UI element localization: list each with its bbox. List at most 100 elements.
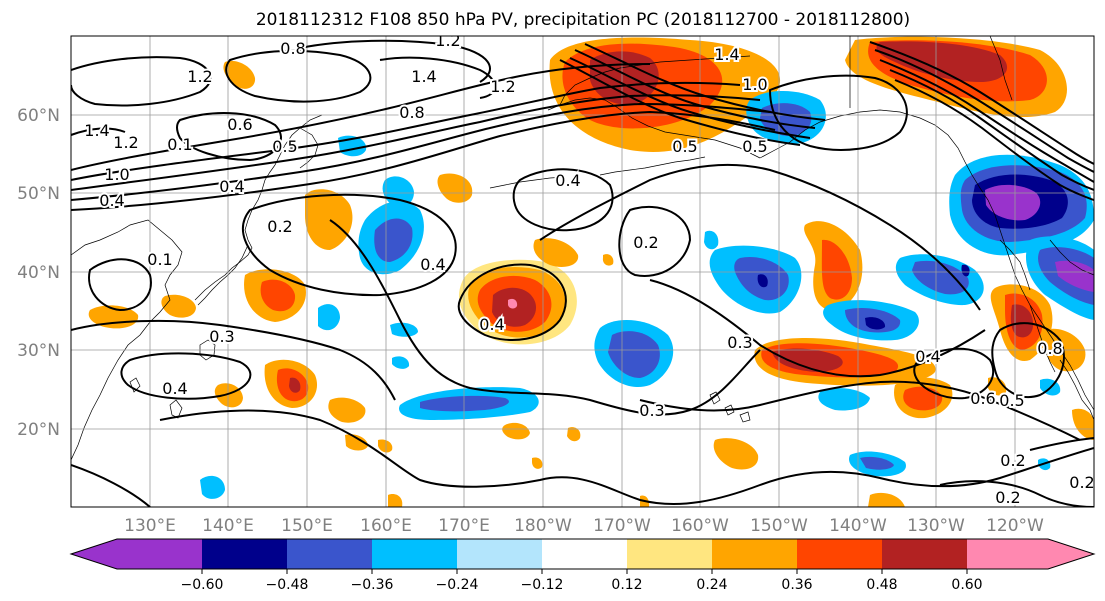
positive-anomaly-region xyxy=(388,494,403,507)
colorbar-segment xyxy=(712,539,797,569)
contour-label: 0.4 xyxy=(420,255,445,274)
contour-label: 1.0 xyxy=(104,165,129,184)
pv-contour xyxy=(639,380,1081,441)
positive-anomaly-region xyxy=(876,41,1008,82)
contour-label: 0.2 xyxy=(267,217,292,236)
pv-contour xyxy=(71,82,741,181)
lat-label: 60°N xyxy=(17,106,60,126)
map-title: 2018112312 F108 850 hPa PV, precipitatio… xyxy=(256,10,910,30)
positive-anomaly-region xyxy=(378,439,393,453)
pv-contour xyxy=(241,193,457,297)
contour-label: 1.2 xyxy=(113,133,138,152)
negative-anomaly-region xyxy=(374,218,413,262)
colorbar-segment xyxy=(882,539,967,569)
pv-contour xyxy=(71,94,761,191)
colorbar-segment xyxy=(287,539,372,569)
coastline xyxy=(71,219,183,461)
pv-contour xyxy=(939,480,1094,507)
coastline xyxy=(599,156,706,176)
coastline xyxy=(724,404,735,416)
positive-anomaly-region xyxy=(289,377,301,393)
positive-anomaly-region xyxy=(821,239,852,300)
colorbar: −0.60 −0.48 −0.36 −0.24 −0.12 0.12 0.24 … xyxy=(69,538,1096,593)
lon-label: 160°E xyxy=(360,516,412,536)
contour-label: 0.6 xyxy=(970,389,995,408)
positive-anomaly-region xyxy=(345,434,368,451)
pv-contour xyxy=(1029,437,1094,451)
colorbar-outline xyxy=(69,538,1096,570)
pv-contour xyxy=(539,163,981,311)
negative-anomaly-region xyxy=(912,260,969,295)
pv-contour xyxy=(879,59,1094,183)
contour-label: 0.5 xyxy=(742,137,767,156)
lon-label: 170°E xyxy=(438,516,490,536)
contour-label: 0.5 xyxy=(272,137,297,156)
negative-anomaly-region xyxy=(608,331,660,378)
pv-contour xyxy=(71,56,212,107)
map-frame xyxy=(70,35,1095,508)
colorbar-segment xyxy=(457,539,542,569)
lon-label: 130°E xyxy=(124,516,176,536)
coastlines xyxy=(71,36,1094,461)
contour-label: 0.8 xyxy=(1037,339,1062,358)
negative-anomaly-region xyxy=(392,356,410,369)
lon-label: 140°E xyxy=(202,516,254,536)
lon-label: 150°W xyxy=(750,516,808,536)
lon-label: 180°W xyxy=(514,516,572,536)
positive-anomaly-region xyxy=(1072,408,1094,440)
contour-label: 0.4 xyxy=(219,177,244,196)
contour-label: 0.4 xyxy=(915,347,940,366)
contour-label: 0.2 xyxy=(1000,451,1025,470)
positive-anomaly-region xyxy=(502,422,530,440)
positive-anomaly-region xyxy=(988,377,1007,396)
pv-contour xyxy=(71,127,126,136)
pv-contours xyxy=(71,39,1094,507)
pv-contour xyxy=(874,49,1094,173)
colorbar-tick-label: 0.48 xyxy=(866,577,897,593)
contour-label: 0.1 xyxy=(147,250,172,269)
contour-label: 0.4 xyxy=(99,191,124,210)
coastline xyxy=(169,399,183,419)
contour-label: 1.4 xyxy=(411,67,436,86)
pv-contour xyxy=(869,41,1094,165)
lon-label: 130°W xyxy=(907,516,965,536)
positive-anomaly-region xyxy=(772,348,843,372)
lat-label: 40°N xyxy=(17,263,60,283)
positive-anomaly-region xyxy=(602,254,614,266)
contour-label: 0.4 xyxy=(479,315,504,334)
coastline xyxy=(489,176,566,189)
negative-anomaly-region xyxy=(818,388,870,411)
pv-contour xyxy=(913,347,995,400)
contour-label: 0.4 xyxy=(555,171,580,190)
positive-anomaly-region xyxy=(713,438,759,470)
contour-label: 0.8 xyxy=(399,103,424,122)
pv-contour xyxy=(889,69,1094,191)
lon-label: 160°W xyxy=(671,516,729,536)
coastline xyxy=(759,109,1094,411)
contour-label: 1.2 xyxy=(435,31,460,50)
contour-label: 0.2 xyxy=(995,488,1020,507)
pv-contour xyxy=(71,319,396,401)
coastline xyxy=(194,164,276,301)
pv-contour xyxy=(584,43,826,121)
positive-anomaly-region xyxy=(567,427,581,442)
contour-label: 1.2 xyxy=(187,67,212,86)
negative-anomaly-region xyxy=(1055,260,1094,292)
colorbar-tick-labels: −0.60 −0.48 −0.36 −0.24 −0.12 0.12 0.24 … xyxy=(181,577,983,593)
positive-anomaly-region xyxy=(214,383,243,408)
contour-label: 0.8 xyxy=(280,39,305,58)
lat-label: 30°N xyxy=(17,341,60,361)
coastline xyxy=(739,411,751,423)
negative-anomaly-region xyxy=(318,304,340,331)
pv-contour xyxy=(88,258,152,312)
coastline xyxy=(989,36,1013,101)
pv-contour xyxy=(457,263,567,341)
positive-anomaly-region xyxy=(532,457,543,469)
latitude-labels: 60°N 50°N 40°N 30°N 20°N xyxy=(17,106,60,440)
contour-label: 0.2 xyxy=(1069,473,1094,492)
negative-anomaly-region xyxy=(860,456,894,470)
colorbar-tick-label: −0.60 xyxy=(181,577,224,593)
lat-label: 20°N xyxy=(17,420,60,440)
coastline xyxy=(709,391,721,405)
